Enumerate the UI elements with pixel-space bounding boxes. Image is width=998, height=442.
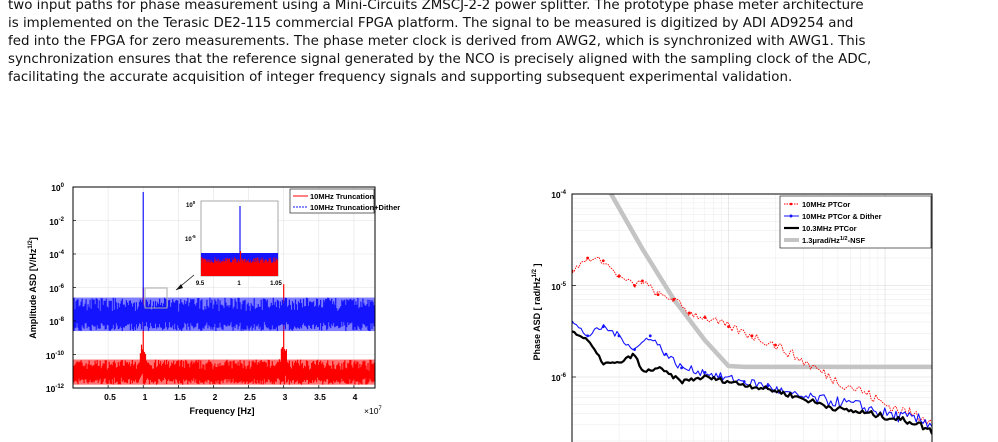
series-marker bbox=[656, 293, 660, 297]
series-marker bbox=[680, 366, 683, 370]
legend-label: 10MHz Truncation bbox=[310, 192, 375, 201]
xtick-label: 0.5 bbox=[104, 392, 116, 402]
axes-box-right bbox=[571, 193, 933, 442]
legend-box bbox=[289, 188, 375, 214]
y-tick-labels-left: 100 10-2 10-4 10-6 10-8 10-10 10-12 bbox=[46, 183, 65, 394]
chart-phase-asd: 10-4 10-5 10-6 Phase ASD [ rad/Hz1/2 ] 1… bbox=[532, 190, 933, 442]
ytick-label: 10-6 bbox=[551, 373, 566, 383]
series-marker bbox=[664, 352, 668, 356]
inset-plot: 100 10-5 9.5 1 1.05 bbox=[185, 200, 282, 287]
series-marker bbox=[727, 325, 730, 329]
y-axis-label-right: Phase ASD [ rad/Hz1/2 ] bbox=[532, 263, 542, 360]
legend-label: 10MHz PTCor bbox=[802, 200, 850, 209]
series-right bbox=[572, 194, 932, 435]
legend-left: 10MHz Truncation 10MHz Truncation+Dither bbox=[289, 188, 400, 214]
series-marker bbox=[687, 311, 691, 315]
series-black bbox=[572, 330, 932, 435]
inset-ytick-label: 100 bbox=[186, 200, 196, 209]
xtick-label: 3 bbox=[283, 392, 288, 402]
series-marker bbox=[633, 348, 637, 351]
series-marker bbox=[586, 334, 590, 338]
body-line-4: synchronization ensures that the referen… bbox=[8, 52, 872, 67]
body-paragraph: two input paths for phase measurement us… bbox=[8, 0, 992, 87]
series-marker bbox=[633, 284, 637, 287]
inset-xtick-label: 1 bbox=[237, 281, 241, 287]
series-marker bbox=[641, 279, 644, 283]
inset-series bbox=[201, 206, 278, 276]
legend-label: 10MHz Truncation+Dither bbox=[310, 203, 400, 212]
series-red-dotted bbox=[572, 256, 932, 424]
legend-right: 10MHz PTCor 10MHz PTCor & Dither 10.3MHz… bbox=[779, 195, 932, 249]
ytick-label: 10-12 bbox=[46, 384, 65, 394]
ticks-right bbox=[572, 193, 576, 378]
ytick-label: 10-5 bbox=[551, 282, 566, 292]
series-marker bbox=[750, 334, 754, 338]
series-marker bbox=[601, 259, 605, 263]
ytick-label: 10-6 bbox=[49, 284, 64, 294]
legend-label: 10MHz PTCor & Dither bbox=[802, 212, 882, 221]
y-axis-label-left: Amplitude ASD [V/Hz1/2] bbox=[28, 237, 38, 339]
y-tick-labels-right: 10-4 10-5 10-6 bbox=[551, 190, 566, 383]
series-marker bbox=[774, 343, 777, 347]
zoom-arrow-head bbox=[176, 284, 183, 290]
body-line-1: two input paths for phase measurement us… bbox=[8, 0, 864, 13]
inset-tick-labels: 100 10-5 9.5 1 1.05 bbox=[185, 200, 282, 287]
inset-red-noise bbox=[201, 257, 278, 271]
ticks-left bbox=[73, 186, 355, 389]
ytick-label: 100 bbox=[51, 183, 64, 193]
series-band-blue bbox=[73, 297, 375, 332]
ytick-label: 10-10 bbox=[46, 351, 65, 361]
body-line-5: facilitating the accurate acquisition of… bbox=[8, 70, 793, 85]
xtick-label: 2.5 bbox=[244, 392, 256, 402]
zoom-marker bbox=[144, 287, 168, 309]
legend-label: 1.3μrad/Hz1/2-NSF bbox=[802, 236, 866, 245]
legend-box bbox=[779, 195, 932, 249]
xtick-label: 4 bbox=[353, 392, 358, 402]
xtick-label: 3.5 bbox=[314, 392, 326, 402]
ytick-label: 10-4 bbox=[49, 250, 64, 260]
legend-marker-red bbox=[789, 202, 793, 206]
series-marker bbox=[601, 325, 605, 329]
inset-xtick-label: 9.5 bbox=[196, 281, 205, 287]
series-marker bbox=[742, 380, 746, 383]
xtick-label: 1.5 bbox=[174, 392, 186, 402]
series-marker bbox=[672, 297, 676, 301]
ytick-label: 10-2 bbox=[49, 217, 64, 227]
series-left bbox=[73, 192, 375, 385]
series-marker bbox=[617, 334, 621, 338]
series-marker bbox=[586, 256, 590, 260]
series-marker bbox=[703, 316, 707, 319]
x-axis-label-left: Frequency [Hz] bbox=[189, 406, 254, 416]
legend-marker-blue bbox=[789, 214, 793, 218]
chart-amplitude-asd: 100 10-2 10-4 10-6 10-8 10-10 10-12 0.5 … bbox=[28, 183, 400, 416]
series-marker bbox=[617, 274, 621, 278]
series-marker bbox=[703, 371, 707, 374]
inset-xtick-label: 1.05 bbox=[270, 281, 282, 287]
x-multiplier: ×107 bbox=[364, 406, 382, 416]
xtick-label: 1 bbox=[143, 392, 148, 402]
series-blue bbox=[572, 321, 932, 428]
body-line-2: is implemented on the Terasic DE2-115 co… bbox=[8, 16, 854, 31]
series-marker bbox=[648, 334, 652, 338]
series-nsf-gray bbox=[609, 194, 932, 370]
series-band-red bbox=[73, 359, 375, 385]
legend-label: 10.3MHz PTCor bbox=[802, 224, 857, 233]
xtick-label: 2 bbox=[213, 392, 218, 402]
body-line-3: fed into the FPGA for zero measurements.… bbox=[8, 34, 866, 49]
ytick-label: 10-4 bbox=[551, 190, 566, 200]
inset-ytick-label: 10-5 bbox=[185, 234, 196, 243]
ytick-label: 10-8 bbox=[49, 317, 64, 327]
x-tick-labels-left: 0.5 1 1.5 2 2.5 3 3.5 4 bbox=[104, 392, 358, 402]
